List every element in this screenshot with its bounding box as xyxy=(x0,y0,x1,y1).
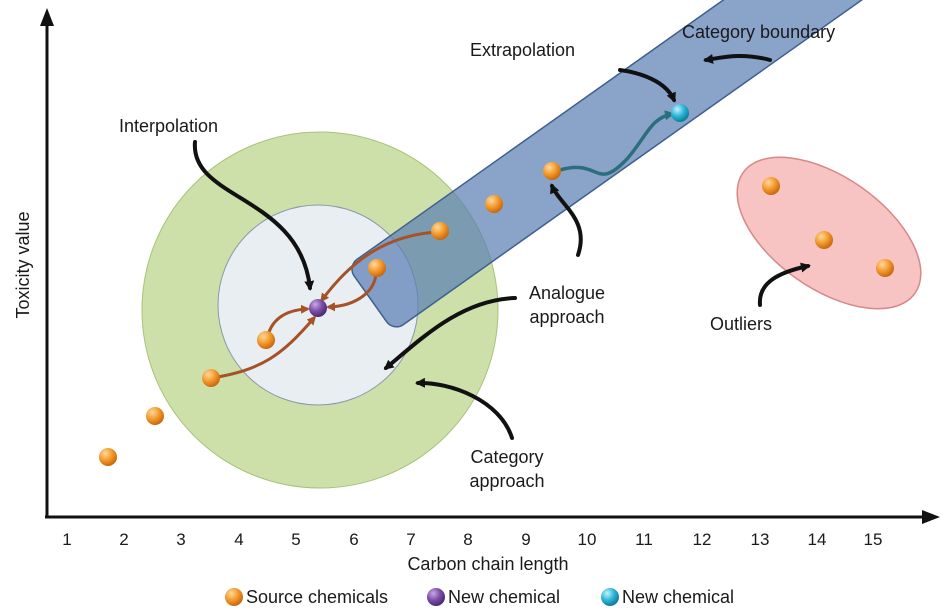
orange-dot-icon xyxy=(225,588,243,606)
category-boundary-label: Category boundary xyxy=(682,22,835,42)
source-chemical-dot xyxy=(99,448,117,466)
x-tick-label: 12 xyxy=(693,530,712,549)
category-boundary-callout-arrow xyxy=(703,54,772,64)
x-tick-label: 13 xyxy=(751,530,770,549)
source-chemicals xyxy=(99,162,894,466)
extrapolation-arrow xyxy=(558,110,675,176)
x-tick-label: 1 xyxy=(62,530,71,549)
x-tick-label: 4 xyxy=(234,530,243,549)
legend-new-chemical-label-2: New chemical xyxy=(622,587,734,607)
x-axis-label: Carbon chain length xyxy=(407,554,568,574)
x-tick-label: 11 xyxy=(635,530,653,549)
x-tick-label: 2 xyxy=(119,530,128,549)
analogue-approach-label-line1: Analogue xyxy=(529,283,605,303)
x-tick-label: 7 xyxy=(406,530,415,549)
x-tick-labels: 1 2 3 4 5 6 7 8 9 10 11 12 13 14 15 xyxy=(62,530,882,549)
source-chemical-dot xyxy=(368,259,386,277)
x-tick-label: 10 xyxy=(578,530,597,549)
interpolation-arrows xyxy=(210,230,440,380)
y-axis-arrowhead xyxy=(40,8,54,26)
purple-dot-icon xyxy=(427,588,445,606)
category-approach-callout-arrow xyxy=(415,377,514,440)
legend-source-chemicals-label: Source chemicals xyxy=(246,587,388,607)
x-tick-label: 3 xyxy=(176,530,185,549)
category-approach-label-line2: approach xyxy=(469,471,544,491)
blue-dot-icon xyxy=(601,588,619,606)
x-tick-label: 8 xyxy=(463,530,472,549)
interp-arrow-long-upper xyxy=(320,230,440,303)
source-chemical-dot xyxy=(485,195,503,213)
x-tick-label: 6 xyxy=(349,530,358,549)
source-chemical-dot xyxy=(146,407,164,425)
new-chemical-interpolated-dot xyxy=(309,299,327,317)
source-chemical-dot xyxy=(257,331,275,349)
source-chemical-dot xyxy=(543,162,561,180)
analogue-approach-callout-arrow-lower xyxy=(383,296,517,370)
interp-arrow-long-lower xyxy=(210,315,316,380)
outlier-chemical-dot xyxy=(762,177,780,195)
category-approach-label-line1: Category xyxy=(470,447,543,467)
legend: Source chemicals New chemical New chemic… xyxy=(225,587,734,607)
extrapolation-label: Extrapolation xyxy=(470,40,575,60)
x-axis-arrowhead xyxy=(922,510,940,524)
source-chemical-dot xyxy=(431,222,449,240)
category-band xyxy=(351,0,942,328)
interpolation-label: Interpolation xyxy=(119,116,218,136)
new-chemical-extrapolated-dot xyxy=(671,104,689,122)
x-tick-label: 5 xyxy=(291,530,300,549)
source-chemical-dot xyxy=(202,369,220,387)
x-tick-label: 15 xyxy=(864,530,883,549)
analogue-approach-callout-arrow-upper xyxy=(550,183,583,257)
callout-arrows xyxy=(192,54,811,440)
legend-new-chemical-label: New chemical xyxy=(448,587,560,607)
outlier-chemical-dot xyxy=(815,231,833,249)
analogue-approach-label-line2: approach xyxy=(529,307,604,327)
outlier-chemical-dot xyxy=(876,259,894,277)
extrapolation-callout-arrow xyxy=(618,68,676,103)
x-tick-label: 9 xyxy=(521,530,530,549)
x-tick-label: 14 xyxy=(808,530,827,549)
outliers-callout-arrow xyxy=(757,262,811,307)
outliers-label: Outliers xyxy=(710,314,772,334)
interpolation-callout-arrow xyxy=(192,140,315,291)
y-axis-label: Toxicity value xyxy=(13,211,33,318)
